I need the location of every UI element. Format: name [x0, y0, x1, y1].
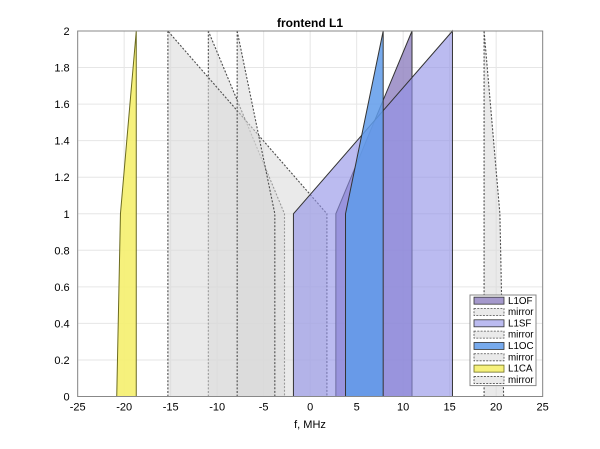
- svg-text:-10: -10: [209, 402, 225, 414]
- svg-text:10: 10: [397, 402, 409, 414]
- svg-text:0.6: 0.6: [54, 282, 69, 294]
- svg-text:25: 25: [537, 402, 549, 414]
- svg-text:f, MHz: f, MHz: [294, 419, 326, 431]
- svg-text:L1CA: L1CA: [508, 364, 533, 375]
- svg-text:20: 20: [490, 402, 502, 414]
- svg-text:0.2: 0.2: [54, 355, 69, 367]
- svg-text:1.2: 1.2: [54, 172, 69, 184]
- svg-text:mirror: mirror: [508, 307, 534, 318]
- svg-text:1: 1: [64, 209, 70, 221]
- svg-text:0.8: 0.8: [54, 245, 69, 257]
- svg-text:mirror: mirror: [508, 330, 534, 341]
- svg-text:15: 15: [444, 402, 456, 414]
- svg-text:-25: -25: [70, 402, 86, 414]
- svg-text:L1SF: L1SF: [508, 318, 531, 329]
- svg-text:L1OC: L1OC: [508, 341, 534, 352]
- svg-text:1.4: 1.4: [54, 136, 69, 148]
- svg-text:L1OF: L1OF: [508, 296, 533, 307]
- svg-text:0.4: 0.4: [54, 318, 69, 330]
- svg-text:frontend L1: frontend L1: [277, 16, 343, 30]
- svg-text:mirror: mirror: [508, 375, 534, 386]
- svg-text:-5: -5: [259, 402, 269, 414]
- svg-text:-15: -15: [163, 402, 179, 414]
- svg-text:0: 0: [64, 392, 70, 404]
- svg-text:0: 0: [307, 402, 313, 414]
- svg-text:-20: -20: [116, 402, 132, 414]
- svg-text:2: 2: [64, 26, 70, 38]
- svg-text:mirror: mirror: [508, 352, 534, 363]
- svg-text:5: 5: [354, 402, 360, 414]
- svg-text:1.6: 1.6: [54, 99, 69, 111]
- svg-text:1.8: 1.8: [54, 63, 69, 75]
